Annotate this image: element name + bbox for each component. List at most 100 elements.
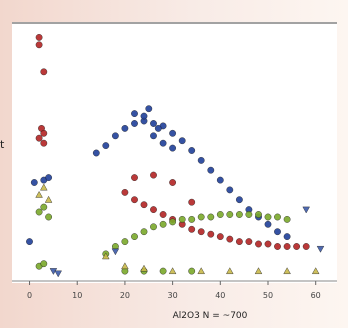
data-point bbox=[40, 139, 48, 147]
data-point bbox=[140, 228, 148, 236]
data-point bbox=[188, 225, 196, 233]
data-point bbox=[111, 248, 120, 256]
x-tick-label: 50 bbox=[263, 291, 273, 300]
data-point bbox=[131, 196, 138, 204]
data-point bbox=[140, 112, 148, 120]
data-point bbox=[255, 240, 262, 248]
x-tick-label: 30 bbox=[168, 291, 178, 300]
plot-area bbox=[12, 22, 337, 283]
data-point bbox=[35, 134, 43, 142]
data-point bbox=[40, 260, 48, 268]
data-point bbox=[121, 238, 129, 246]
x-tick-label: 40 bbox=[215, 291, 225, 300]
data-point bbox=[178, 215, 186, 223]
data-point bbox=[54, 270, 62, 278]
data-point bbox=[131, 233, 138, 241]
x-tick-label: 60 bbox=[311, 291, 321, 300]
x-axis-label: Al2O3 N = ~700 bbox=[173, 311, 248, 321]
data-point bbox=[235, 238, 243, 246]
data-point bbox=[311, 267, 320, 274]
data-point bbox=[188, 147, 196, 154]
data-point bbox=[40, 129, 48, 137]
data-point bbox=[188, 198, 196, 206]
data-point bbox=[169, 218, 177, 226]
data-point bbox=[121, 262, 129, 270]
data-point bbox=[121, 188, 129, 196]
data-point bbox=[178, 137, 186, 145]
data-point bbox=[169, 179, 177, 186]
data-point bbox=[254, 267, 263, 274]
data-point bbox=[44, 195, 53, 203]
data-point bbox=[197, 213, 205, 221]
data-point bbox=[264, 213, 272, 221]
data-point bbox=[283, 243, 291, 250]
data-point bbox=[226, 211, 234, 218]
data-point bbox=[245, 211, 253, 218]
data-point bbox=[145, 105, 153, 113]
data-point bbox=[131, 110, 138, 118]
data-point bbox=[293, 243, 300, 250]
data-point bbox=[283, 233, 291, 241]
data-point bbox=[216, 211, 224, 218]
data-point bbox=[274, 228, 281, 236]
data-point bbox=[188, 267, 196, 275]
data-point bbox=[283, 215, 291, 223]
data-point bbox=[150, 132, 157, 140]
data-point bbox=[150, 206, 157, 214]
data-point bbox=[159, 267, 167, 275]
data-point bbox=[40, 183, 48, 191]
data-point bbox=[102, 142, 110, 150]
data-point bbox=[112, 132, 119, 140]
data-point bbox=[40, 203, 48, 211]
data-point bbox=[150, 120, 157, 127]
data-point bbox=[35, 41, 43, 49]
data-point bbox=[207, 230, 215, 238]
data-point bbox=[169, 129, 177, 137]
data-point bbox=[102, 252, 110, 260]
data-point bbox=[226, 267, 234, 274]
data-point bbox=[197, 156, 205, 164]
data-point bbox=[35, 208, 43, 216]
data-point bbox=[235, 196, 243, 204]
data-point bbox=[274, 213, 281, 221]
edge-text: t bbox=[0, 138, 5, 151]
data-point bbox=[226, 235, 234, 243]
data-point bbox=[140, 264, 148, 272]
data-point bbox=[40, 68, 48, 76]
data-point bbox=[207, 213, 215, 221]
data-point bbox=[235, 211, 243, 218]
data-point bbox=[35, 34, 43, 41]
data-point bbox=[197, 267, 205, 274]
data-point bbox=[30, 179, 38, 186]
data-point bbox=[131, 174, 138, 182]
data-point bbox=[197, 228, 205, 236]
data-point bbox=[159, 139, 167, 147]
data-point bbox=[150, 223, 157, 231]
data-point bbox=[45, 213, 52, 221]
data-point bbox=[255, 211, 262, 218]
data-point bbox=[92, 149, 100, 157]
x-tick-label: 0 bbox=[27, 291, 32, 300]
data-point bbox=[245, 238, 253, 246]
data-marks bbox=[26, 34, 325, 278]
data-point bbox=[264, 220, 272, 228]
data-point bbox=[26, 238, 33, 246]
data-point bbox=[45, 174, 52, 182]
x-tick-label: 10 bbox=[72, 291, 82, 300]
x-tick-label: 20 bbox=[120, 291, 130, 300]
data-point bbox=[302, 206, 310, 214]
data-point bbox=[150, 171, 157, 179]
data-point bbox=[216, 233, 224, 241]
data-point bbox=[264, 240, 272, 248]
data-point bbox=[302, 243, 310, 250]
data-point bbox=[207, 166, 215, 174]
x-ticks: 0 10 20 30 40 50 60 bbox=[27, 281, 321, 300]
data-point bbox=[154, 124, 162, 132]
data-point bbox=[316, 245, 325, 253]
data-point bbox=[188, 215, 196, 223]
data-point bbox=[216, 176, 224, 184]
data-point bbox=[131, 120, 138, 127]
data-point bbox=[283, 267, 291, 274]
